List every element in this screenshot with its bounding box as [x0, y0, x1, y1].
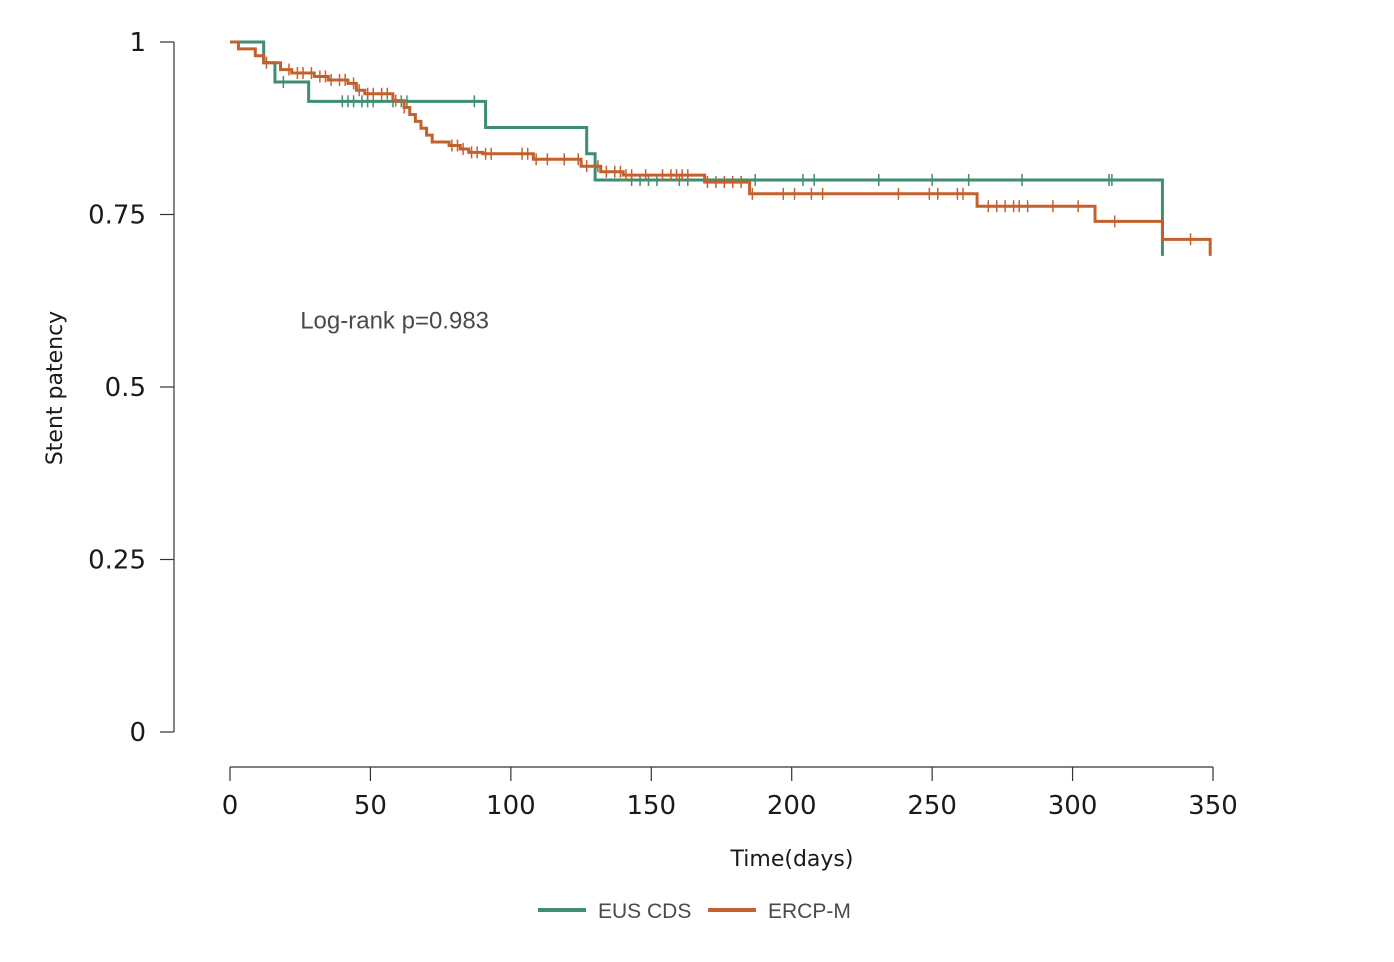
x-tick-label: 50 — [354, 791, 387, 821]
x-tick-label: 200 — [767, 791, 817, 821]
y-tick-label: 1 — [129, 28, 146, 58]
y-tick-label: 0 — [129, 718, 146, 748]
legend-item-ercp-m: ERCP-M — [708, 900, 851, 923]
x-axis-title: Time(days) — [730, 847, 854, 872]
x-axis: 0 50 100 150 200 250 300 350 — [222, 766, 1238, 821]
y-tick-label: 0.25 — [88, 546, 146, 576]
y-tick-label: 0.75 — [88, 201, 146, 231]
y-tick-label: 0.5 — [105, 373, 146, 403]
y-axis-title: Stent patency — [43, 311, 68, 465]
x-tick-label: 300 — [1048, 791, 1098, 821]
x-tick-label: 100 — [486, 791, 536, 821]
y-axis: 0 0.25 0.5 0.75 1 — [88, 28, 175, 748]
legend-label: ERCP-M — [768, 900, 851, 923]
legend-label: EUS CDS — [598, 900, 691, 923]
x-tick-label: 350 — [1188, 791, 1238, 821]
legend-item-eus-cds: EUS CDS — [538, 900, 691, 923]
y-axis-ticks: 0 0.25 0.5 0.75 1 — [88, 28, 174, 748]
x-tick-label: 150 — [626, 791, 676, 821]
legend: EUS CDS ERCP-M — [538, 900, 851, 923]
x-tick-label: 0 — [222, 791, 239, 821]
series-line-eus-cds — [230, 40, 1164, 256]
series-ercp-m — [230, 40, 1212, 256]
annotation-layer: Log-rank p=0.983 — [300, 307, 489, 334]
series-layer — [230, 40, 1212, 256]
series-line-ercp-m — [230, 40, 1212, 256]
log-rank-annotation: Log-rank p=0.983 — [300, 307, 489, 334]
x-tick-label: 250 — [907, 791, 957, 821]
series-eus-cds — [230, 40, 1164, 256]
x-axis-ticks: 0 50 100 150 200 250 300 350 — [222, 767, 1238, 821]
